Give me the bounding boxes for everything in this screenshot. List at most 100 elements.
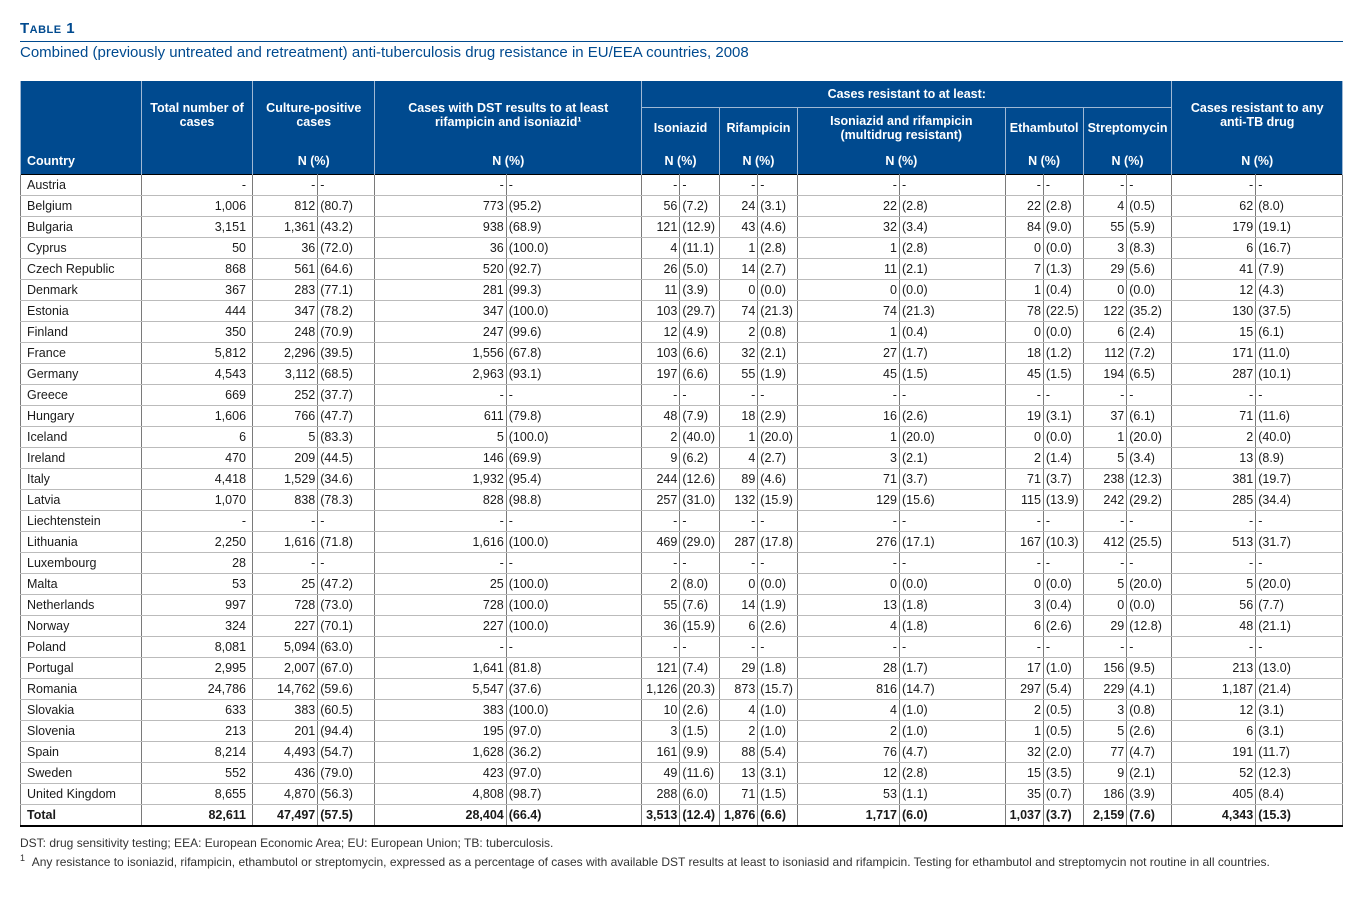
cell-pct: - <box>1127 511 1172 532</box>
cell-country: Malta <box>21 574 142 595</box>
cell-n: 1,556 <box>375 343 506 364</box>
cell-n: - <box>720 637 758 658</box>
cell-n: 4,808 <box>375 784 506 805</box>
cell-n: 32 <box>1005 742 1043 763</box>
cell-n: 0 <box>1083 280 1127 301</box>
cell-country: Slovenia <box>21 721 142 742</box>
cell-pct: (68.9) <box>506 217 641 238</box>
cell-pct: (77.1) <box>318 280 375 301</box>
cell-n: 2,296 <box>253 343 318 364</box>
table-body: Austria-----------------Belgium1,006812(… <box>21 175 1343 827</box>
cell-pct: (1.5) <box>899 364 1005 385</box>
cell-pct: (0.0) <box>1043 427 1083 448</box>
cell-pct: - <box>899 553 1005 574</box>
cell-pct: (4.7) <box>899 742 1005 763</box>
footnote-1: 1 Any resistance to isoniazid, rifampici… <box>20 852 1343 871</box>
cell-n: - <box>720 385 758 406</box>
cell-pct: (11.6) <box>680 763 720 784</box>
table-row: Greece669252(37.7)-------------- <box>21 385 1343 406</box>
cell-n: 2 <box>1172 427 1256 448</box>
table-row: United Kingdom8,6554,870(56.3)4,808(98.7… <box>21 784 1343 805</box>
cell-n: 14 <box>720 259 758 280</box>
cell-n: 74 <box>797 301 899 322</box>
cell-n: - <box>1083 175 1127 196</box>
cell-pct: (66.4) <box>506 805 641 827</box>
cell-pct: - <box>506 637 641 658</box>
cell-n: 838 <box>253 490 318 511</box>
cell-pct: (3.7) <box>1043 805 1083 827</box>
cell-pct: (1.0) <box>899 700 1005 721</box>
cell-n: 121 <box>642 217 680 238</box>
cell-pct: (31.7) <box>1256 532 1343 553</box>
cell-n: 12 <box>642 322 680 343</box>
cell-pct: (20.0) <box>758 427 798 448</box>
cell-n: 3,112 <box>253 364 318 385</box>
cell-country: Germany <box>21 364 142 385</box>
cell-n: 436 <box>253 763 318 784</box>
cell-n: 412 <box>1083 532 1127 553</box>
cell-pct: (0.5) <box>1043 721 1083 742</box>
cell-pct: (72.0) <box>318 238 375 259</box>
cell-n: 728 <box>375 595 506 616</box>
cell-n: 9 <box>642 448 680 469</box>
table-row: Hungary1,606766(47.7)611(79.8)48(7.9)18(… <box>21 406 1343 427</box>
cell-n: - <box>1172 553 1256 574</box>
cell-pct: (12.9) <box>680 217 720 238</box>
cell-total: 82,611 <box>142 805 253 827</box>
cell-n: 25 <box>375 574 506 595</box>
cell-n: 1,932 <box>375 469 506 490</box>
cell-n: 2 <box>720 322 758 343</box>
cell-n: 0 <box>1083 595 1127 616</box>
cell-n: 227 <box>253 616 318 637</box>
cell-n: 11 <box>642 280 680 301</box>
cell-total: 997 <box>142 595 253 616</box>
cell-n: - <box>642 511 680 532</box>
cell-pct: - <box>1043 511 1083 532</box>
hdr-inh: Isoniazid <box>642 108 720 149</box>
cell-pct: (70.1) <box>318 616 375 637</box>
cell-n: - <box>642 385 680 406</box>
cell-country: United Kingdom <box>21 784 142 805</box>
cell-pct: (1.8) <box>899 595 1005 616</box>
cell-pct: - <box>1127 553 1172 574</box>
cell-n: 347 <box>253 301 318 322</box>
cell-pct: (2.9) <box>758 406 798 427</box>
cell-pct: (20.0) <box>1256 574 1343 595</box>
cell-n: 405 <box>1172 784 1256 805</box>
cell-n: 5 <box>1172 574 1256 595</box>
cell-pct: (100.0) <box>506 616 641 637</box>
hdr-any-n: N (%) <box>1172 148 1343 175</box>
cell-pct: - <box>318 553 375 574</box>
cell-n: - <box>642 175 680 196</box>
cell-n: - <box>1083 637 1127 658</box>
cell-pct: (7.4) <box>680 658 720 679</box>
cell-n: 6 <box>720 616 758 637</box>
cell-pct: (93.1) <box>506 364 641 385</box>
cell-pct: (35.2) <box>1127 301 1172 322</box>
table-head: Total number of cases Culture-positive c… <box>21 81 1343 175</box>
cell-country: Belgium <box>21 196 142 217</box>
cell-n: - <box>797 553 899 574</box>
cell-pct: (78.2) <box>318 301 375 322</box>
hdr-rif-n: N (%) <box>720 148 798 175</box>
cell-n: 4 <box>720 700 758 721</box>
cell-pct: (3.9) <box>1127 784 1172 805</box>
cell-n: - <box>253 175 318 196</box>
cell-pct: (12.6) <box>680 469 720 490</box>
cell-pct: (5.0) <box>680 259 720 280</box>
cell-total: 2,995 <box>142 658 253 679</box>
cell-n: 28 <box>797 658 899 679</box>
cell-pct: (3.7) <box>899 469 1005 490</box>
cell-n: 195 <box>375 721 506 742</box>
cell-pct: - <box>1043 553 1083 574</box>
cell-country: Cyprus <box>21 238 142 259</box>
cell-pct: - <box>506 385 641 406</box>
table-row: Norway324227(70.1)227(100.0)36(15.9)6(2.… <box>21 616 1343 637</box>
cell-n: 26 <box>642 259 680 280</box>
cell-pct: (1.9) <box>758 364 798 385</box>
table-row: Total82,61147,497(57.5)28,404(66.4)3,513… <box>21 805 1343 827</box>
cell-n: 55 <box>1083 217 1127 238</box>
cell-n: 209 <box>253 448 318 469</box>
cell-n: 76 <box>797 742 899 763</box>
cell-pct: (99.6) <box>506 322 641 343</box>
